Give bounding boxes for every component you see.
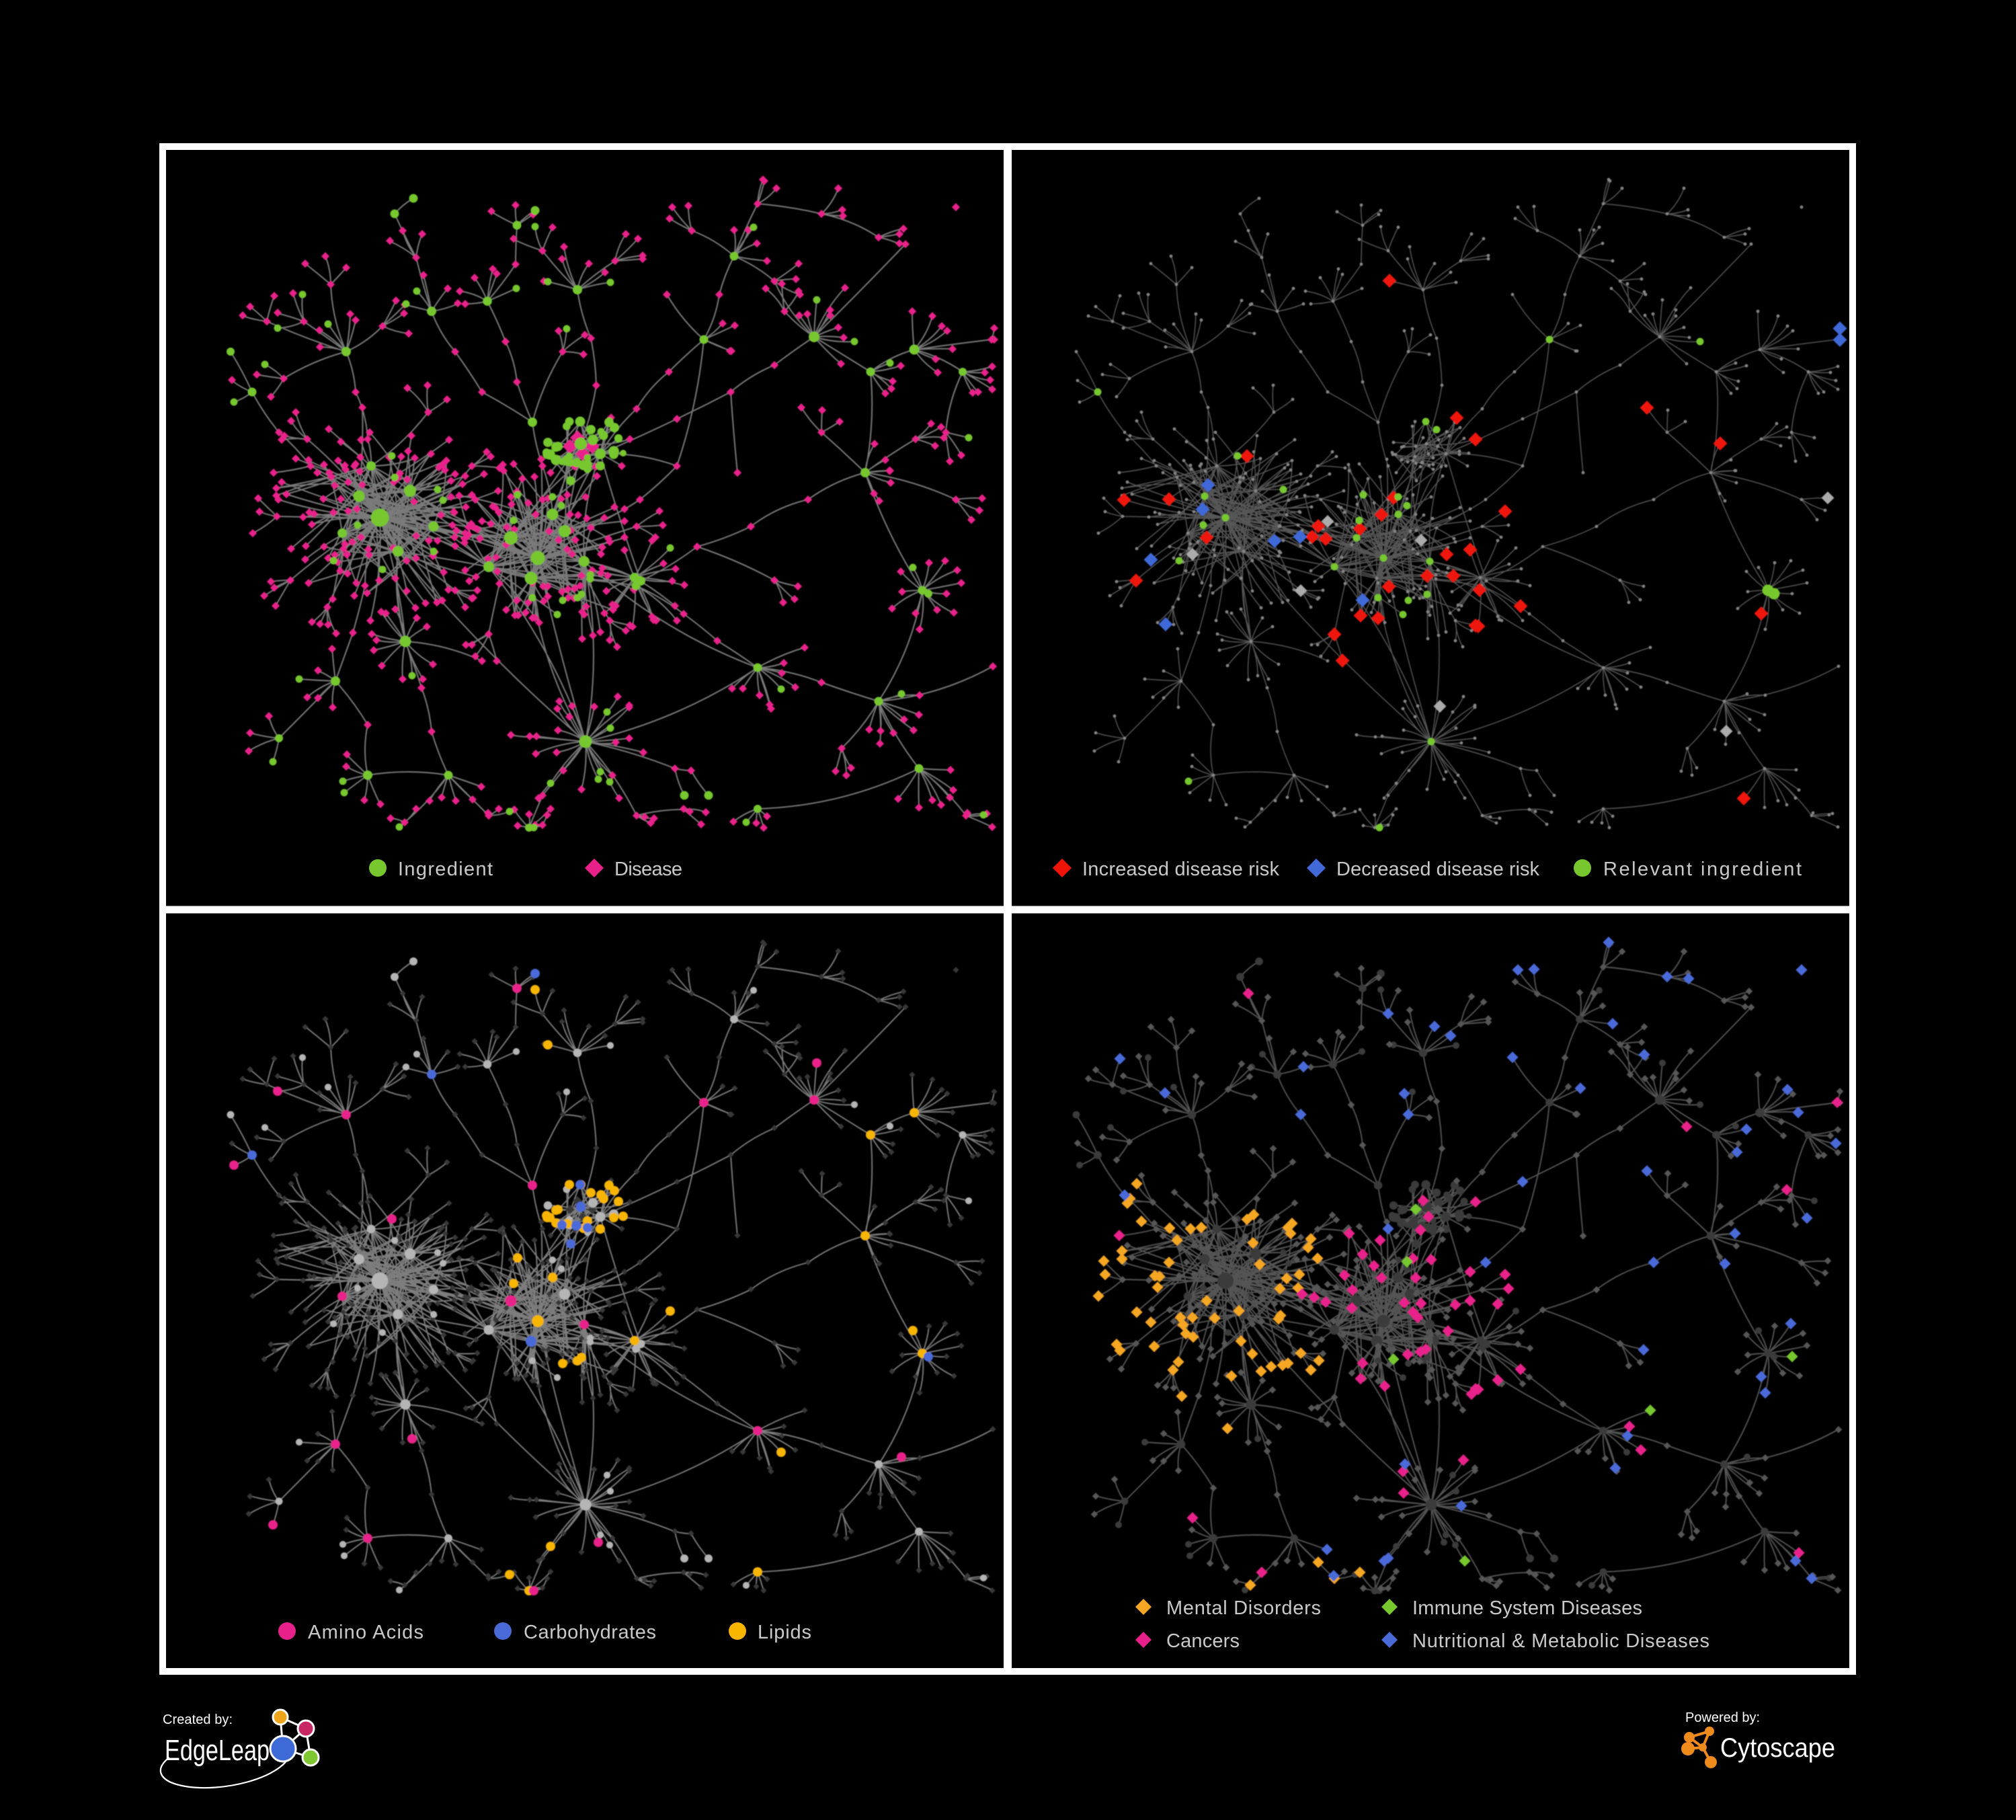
- svg-text:Decreased disease risk: Decreased disease risk: [1336, 859, 1540, 880]
- svg-text:Carbohydrates: Carbohydrates: [524, 1622, 656, 1643]
- svg-text:Increased disease risk: Increased disease risk: [1082, 859, 1280, 880]
- svg-text:Powered by:: Powered by:: [1685, 1710, 1760, 1725]
- svg-text:Immune System Diseases: Immune System Diseases: [1412, 1597, 1642, 1619]
- svg-text:Mental Disorders: Mental Disorders: [1166, 1597, 1321, 1619]
- svg-text:Lipids: Lipids: [758, 1622, 811, 1643]
- svg-text:Disease: Disease: [614, 859, 682, 880]
- svg-text:Nutritional & Metabolic Diseas: Nutritional & Metabolic Diseases: [1412, 1630, 1709, 1652]
- svg-text:Amino Acids: Amino Acids: [308, 1622, 424, 1643]
- svg-text:Created by:: Created by:: [163, 1712, 233, 1727]
- svg-text:Ingredient: Ingredient: [398, 859, 493, 880]
- svg-text:Cancers: Cancers: [1166, 1630, 1240, 1652]
- svg-text:EdgeLeap: EdgeLeap: [165, 1734, 270, 1767]
- svg-text:Cytoscape: Cytoscape: [1720, 1733, 1835, 1763]
- svg-text:Relevant ingredient: Relevant ingredient: [1603, 859, 1802, 880]
